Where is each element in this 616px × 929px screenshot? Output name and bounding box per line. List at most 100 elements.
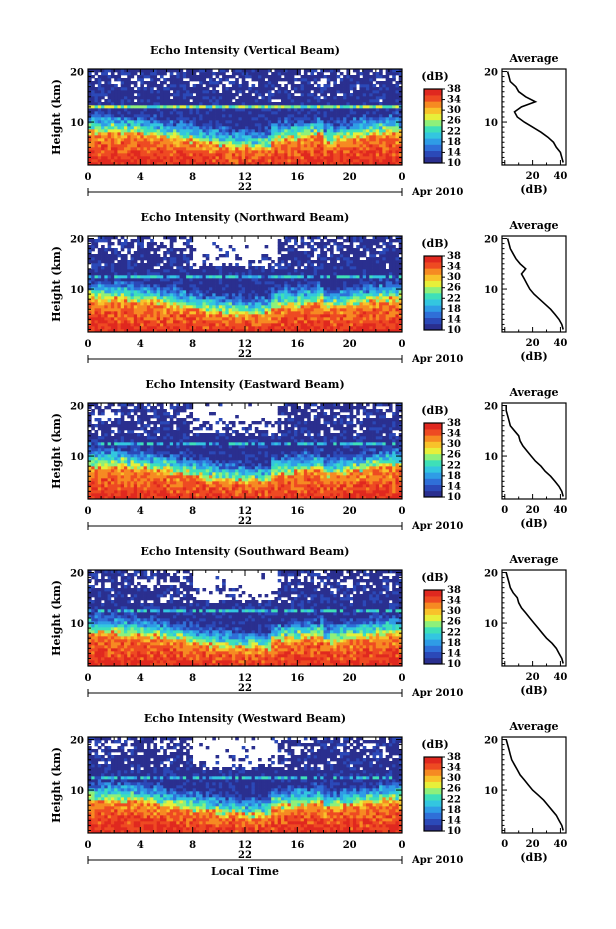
heatmap-cell xyxy=(310,87,315,91)
heatmap-cell xyxy=(107,144,112,148)
heatmap-cell xyxy=(150,102,154,106)
heatmap-cell xyxy=(307,263,311,267)
heatmap-cell xyxy=(215,305,220,309)
heatmap-cell xyxy=(199,141,203,145)
heatmap-cell xyxy=(264,69,269,73)
heatmap-cell xyxy=(392,69,396,73)
heatmap-cell xyxy=(388,96,393,100)
heatmap-cell xyxy=(284,108,288,112)
heatmap-cell xyxy=(251,87,256,91)
heatmap-cell xyxy=(222,314,226,318)
heatmap-cell xyxy=(248,126,252,130)
heatmap-cell xyxy=(326,141,331,145)
heatmap-cell xyxy=(215,299,220,303)
heatmap-cell xyxy=(313,311,318,315)
heatmap-cell xyxy=(173,156,177,160)
heatmap-cell xyxy=(123,84,128,88)
heatmap-cell xyxy=(343,75,347,79)
heatmap-cell xyxy=(205,84,210,88)
heatmap-cell xyxy=(267,138,272,142)
heatmap-cell xyxy=(241,132,246,136)
heatmap-cell xyxy=(205,81,210,85)
heatmap-cell xyxy=(316,84,321,88)
heatmap-cell xyxy=(123,263,128,267)
heatmap-cell xyxy=(218,281,223,285)
heatmap-cell xyxy=(395,117,400,121)
heatmap-cell xyxy=(179,120,184,124)
heatmap-cell xyxy=(241,156,246,160)
heatmap-cell xyxy=(385,114,390,118)
heatmap-cell xyxy=(143,138,148,142)
heatmap-cell xyxy=(248,147,252,151)
heatmap-cell xyxy=(271,329,275,333)
heatmap-cell xyxy=(156,147,161,151)
heatmap-cell xyxy=(245,126,249,130)
heatmap-cell xyxy=(117,275,122,279)
heatmap-cell xyxy=(307,269,311,273)
heatmap-cell xyxy=(303,275,308,279)
heatmap-cell xyxy=(182,260,187,264)
heatmap-cell xyxy=(352,129,357,133)
heatmap-cell xyxy=(189,141,194,145)
heatmap-cell xyxy=(94,69,99,73)
heatmap-cell xyxy=(267,290,272,294)
heatmap-cell xyxy=(186,317,190,321)
heatmap-cell xyxy=(326,111,331,115)
heatmap-cell xyxy=(235,108,239,112)
heatmap-cell xyxy=(245,105,249,109)
heatmap-cell xyxy=(287,72,292,76)
heatmap-cell xyxy=(225,75,229,79)
heatmap-cell xyxy=(248,141,252,145)
heatmap-cell xyxy=(287,135,292,139)
heatmap-cell xyxy=(313,293,318,297)
heatmap-cell xyxy=(245,320,249,324)
heatmap-cell xyxy=(173,108,177,112)
heatmap-cell xyxy=(205,326,210,330)
heatmap-cell xyxy=(254,93,259,97)
heatmap-cell xyxy=(137,329,141,333)
heatmap-cell xyxy=(137,120,141,124)
heatmap-cell xyxy=(94,308,99,312)
heatmap-cell xyxy=(297,87,301,91)
heatmap-cell xyxy=(114,314,118,318)
heatmap-cell xyxy=(123,260,128,264)
heatmap-cell xyxy=(271,293,275,297)
heatmap-cell xyxy=(120,293,125,297)
heatmap-cell xyxy=(261,290,265,294)
heatmap-cell xyxy=(159,111,164,115)
heatmap-cell xyxy=(231,153,236,157)
heatmap-cell xyxy=(117,293,122,297)
heatmap-cell xyxy=(205,153,210,157)
heatmap-cell xyxy=(130,245,135,249)
heatmap-cell xyxy=(320,159,324,163)
heatmap-cell xyxy=(133,290,138,294)
heatmap-cell xyxy=(123,93,128,97)
heatmap-cell xyxy=(313,287,318,291)
heatmap-cell xyxy=(222,159,226,163)
heatmap-cell xyxy=(267,272,272,276)
heatmap-cell xyxy=(107,159,112,163)
heatmap-cell xyxy=(114,120,118,124)
heatmap-cell xyxy=(205,284,210,288)
heatmap-cell xyxy=(330,153,334,157)
heatmap-cell xyxy=(163,114,167,118)
heatmap-cell xyxy=(320,153,324,157)
heatmap-cell xyxy=(120,102,125,106)
heatmap-cell xyxy=(294,132,298,136)
heatmap-cell xyxy=(215,114,220,118)
heatmap-cell xyxy=(130,311,135,315)
heatmap-cell xyxy=(258,317,262,321)
heatmap-cell xyxy=(140,311,144,315)
heatmap-cell xyxy=(120,78,125,82)
heatmap-cell xyxy=(346,93,351,97)
heatmap-cell xyxy=(313,81,318,85)
heatmap-cell xyxy=(156,156,161,160)
heatmap-cell xyxy=(290,117,295,121)
heatmap-cell xyxy=(297,156,301,160)
heatmap-cell xyxy=(182,111,187,115)
heatmap-cell xyxy=(169,129,174,133)
heatmap-cell xyxy=(176,150,180,154)
heatmap-cell xyxy=(313,105,318,109)
y-axis-label: Height (km) xyxy=(50,79,63,155)
heatmap-cell xyxy=(267,108,272,112)
